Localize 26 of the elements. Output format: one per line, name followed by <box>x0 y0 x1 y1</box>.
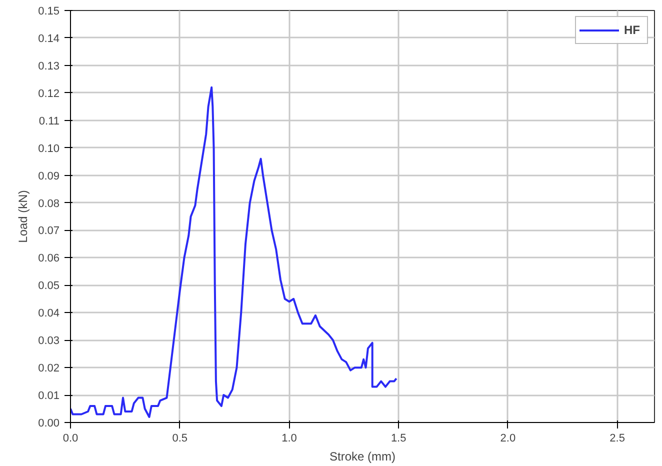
y-tick-label: 0.05 <box>38 280 60 292</box>
y-tick-label: 0.13 <box>38 60 60 72</box>
y-tick-label: 0.04 <box>38 308 60 320</box>
y-tick-label: 0.06 <box>38 252 60 265</box>
x-tick-label: 0.5 <box>172 432 188 444</box>
y-tick-label: 0.12 <box>38 88 60 100</box>
x-tick-label: 1.5 <box>390 432 406 444</box>
x-tick-label: 1.0 <box>282 432 297 444</box>
x-tick-label: 2.0 <box>500 432 516 444</box>
y-tick-label: 0.10 <box>38 142 60 155</box>
y-tick-label: 0.11 <box>38 115 60 128</box>
y-tick-label: 0.07 <box>38 225 60 238</box>
y-tick-label: 0.08 <box>38 198 60 210</box>
x-axis-title: Stroke (mm) <box>330 450 396 464</box>
y-tick-label: 0.02 <box>38 362 60 375</box>
x-tick-label: 2.5 <box>610 432 625 444</box>
y-tick-label: 0.15 <box>38 6 60 18</box>
x-tick-label: 0.0 <box>62 432 78 444</box>
line-series <box>70 86 398 418</box>
legend-label: HF <box>624 23 641 37</box>
y-tick-label: 0.01 <box>38 390 60 402</box>
y-tick-label: 0.14 <box>38 32 60 45</box>
y-tick-label: 0.00 <box>38 418 60 430</box>
y-tick-label: 0.03 <box>38 335 60 348</box>
y-axis-title: Load (kN) <box>16 190 30 243</box>
y-tick-label: 0.09 <box>38 170 60 182</box>
